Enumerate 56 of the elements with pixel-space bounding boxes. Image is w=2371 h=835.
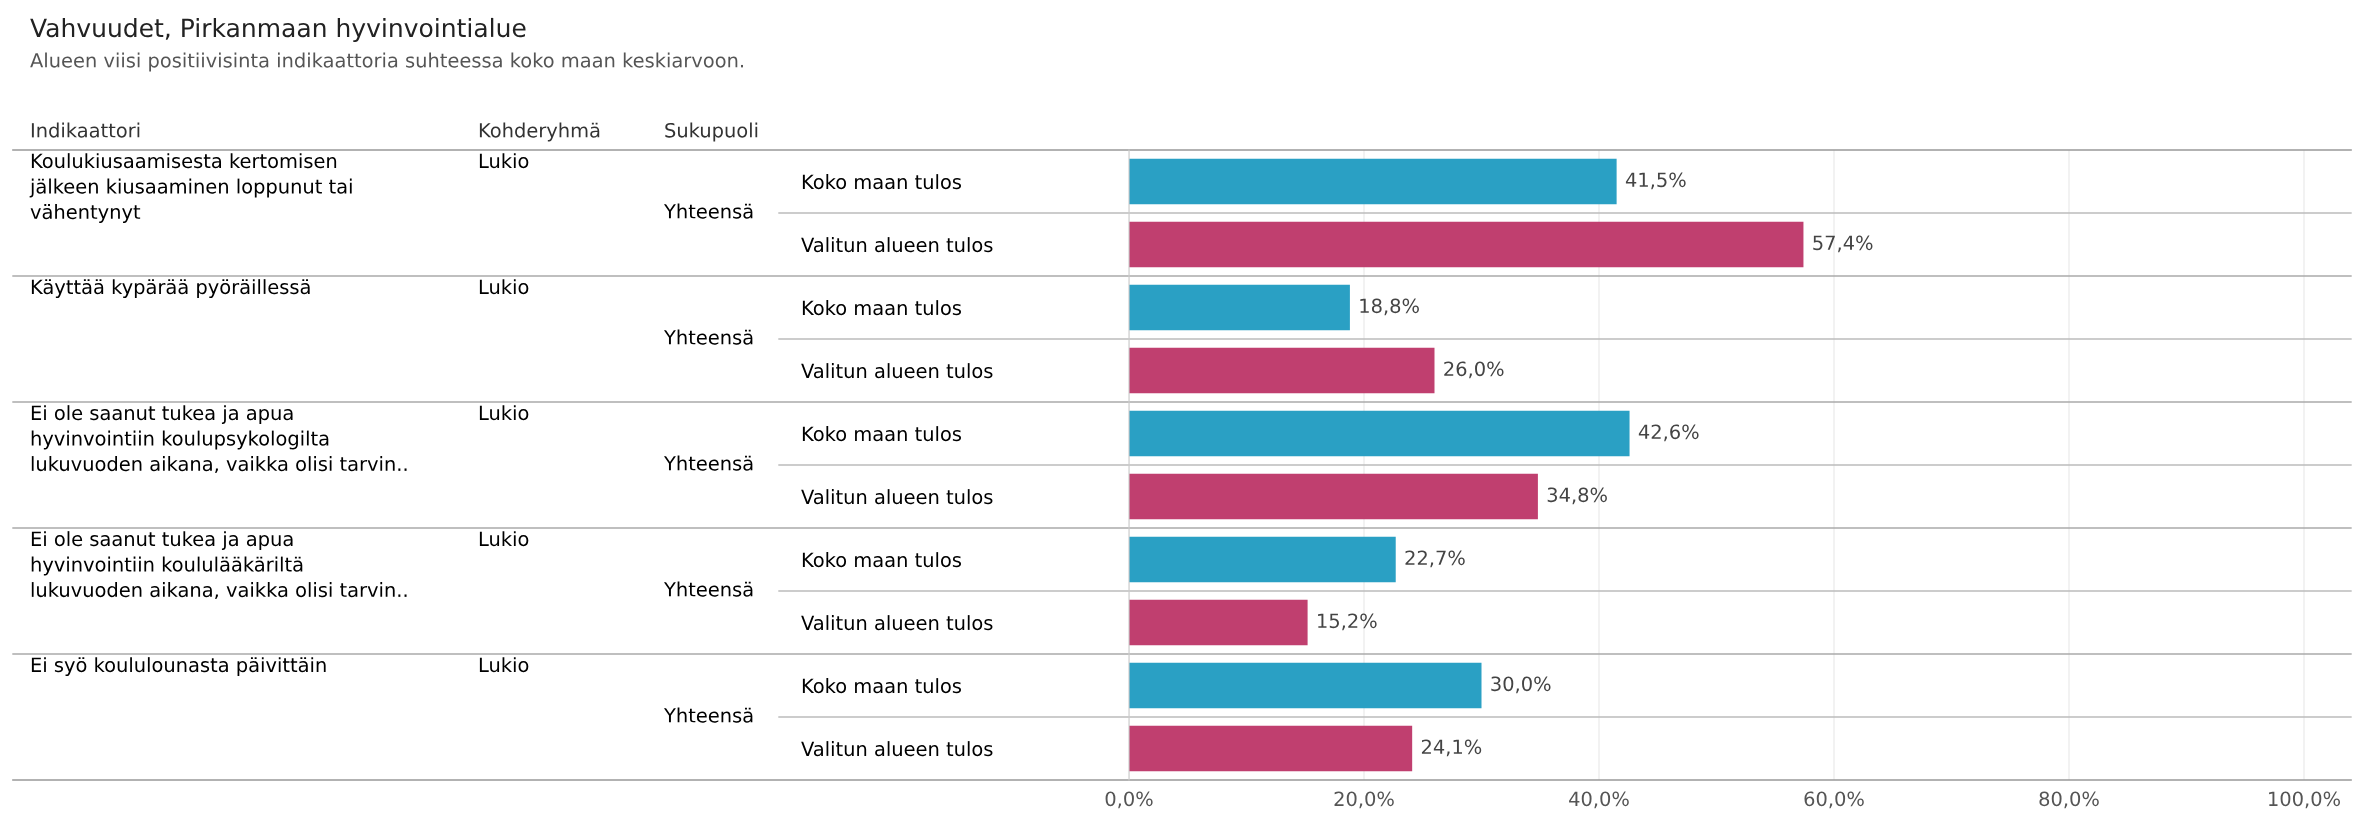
- text: Yhteensä: [663, 203, 753, 219]
- text: Indikaattori: [31, 122, 140, 138]
- x-tick-label: 20,0%: [1334, 791, 1394, 809]
- data-label: 34,8%: [1547, 487, 1607, 505]
- text: Käyttää kypärää pyöräillessä: [31, 279, 310, 298]
- bar: [1129, 599, 1308, 646]
- y-tick-label: Valitun alueen tulos: [801, 237, 993, 253]
- data-label: 22,7%: [1405, 550, 1465, 568]
- y-tick-label: Valitun alueen tulos: [801, 363, 993, 379]
- data-label: 15,2%: [1318, 613, 1377, 631]
- bar: [1129, 221, 1804, 268]
- bar: [1129, 158, 1617, 205]
- data-label: 57,4%: [1813, 235, 1873, 253]
- bar: [1129, 410, 1630, 457]
- text: Lukio: [479, 153, 529, 169]
- x-tick-label: 100,0%: [2269, 791, 2340, 809]
- text: Ei ole saanut tukea ja apua hyvinvointiin koululääkäriltä lukuvuoden aikana, vaikka olisi tarvin..: [31, 531, 407, 600]
- y-tick-label: Koko maan tulos: [802, 426, 962, 442]
- y-tick-label: Koko maan tulos: [802, 300, 962, 316]
- bar: [1129, 284, 1350, 331]
- text: Lukio: [479, 657, 529, 673]
- x-tick-label: 40,0%: [1569, 791, 1629, 809]
- text: Yhteensä: [663, 455, 753, 471]
- bar: [1129, 536, 1396, 583]
- bar: [1129, 725, 1413, 772]
- text: Kohderyhmä: [479, 122, 600, 142]
- text: Lukio: [479, 405, 529, 421]
- text: Alueen viisi positiivisinta indikaattoria suhteessa koko maan keskiarvoon.: [30, 52, 743, 72]
- text: Yhteensä: [663, 707, 753, 723]
- y-tick-label: Koko maan tulos: [802, 678, 962, 694]
- text: Yhteensä: [663, 581, 753, 597]
- text: Ei ole saanut tukea ja apua hyvinvointiin koulupsykologilta lukuvuoden aikana, vaikka olisi tarvin..: [31, 405, 407, 474]
- data-label: 18,8%: [1360, 298, 1419, 316]
- y-tick-label: Koko maan tulos: [802, 174, 962, 190]
- y-tick-label: Valitun alueen tulos: [801, 489, 993, 505]
- text: Lukio: [479, 279, 529, 295]
- data-label: 24,1%: [1421, 739, 1482, 757]
- data-label: 30,0%: [1491, 676, 1551, 694]
- text: Ei syö koululounasta päivittäin: [31, 657, 326, 676]
- text: Sukupuoli: [665, 122, 758, 142]
- data-label: 26,0%: [1444, 361, 1504, 379]
- data-label: 42,6%: [1638, 424, 1699, 442]
- y-tick-label: Valitun alueen tulos: [801, 615, 993, 631]
- text: Lukio: [479, 531, 529, 547]
- bar: [1129, 473, 1538, 520]
- text: Yhteensä: [663, 329, 753, 345]
- bar: [1129, 662, 1482, 709]
- x-tick-label: 60,0%: [1804, 791, 1864, 809]
- bar: [1129, 347, 1435, 394]
- text: Vahvuudet, Pirkanmaan hyvinvointialue: [30, 17, 526, 43]
- x-tick-label: 80,0%: [2039, 791, 2099, 809]
- y-tick-label: Valitun alueen tulos: [801, 741, 993, 757]
- text: Koulukiusaamisesta kertomisen jälkeen kiusaaminen loppunut tai vähentynyt: [29, 153, 352, 223]
- x-tick-label: 0,0%: [1105, 791, 1153, 809]
- y-tick-label: Koko maan tulos: [802, 552, 962, 568]
- data-label: 41,5%: [1625, 172, 1686, 190]
